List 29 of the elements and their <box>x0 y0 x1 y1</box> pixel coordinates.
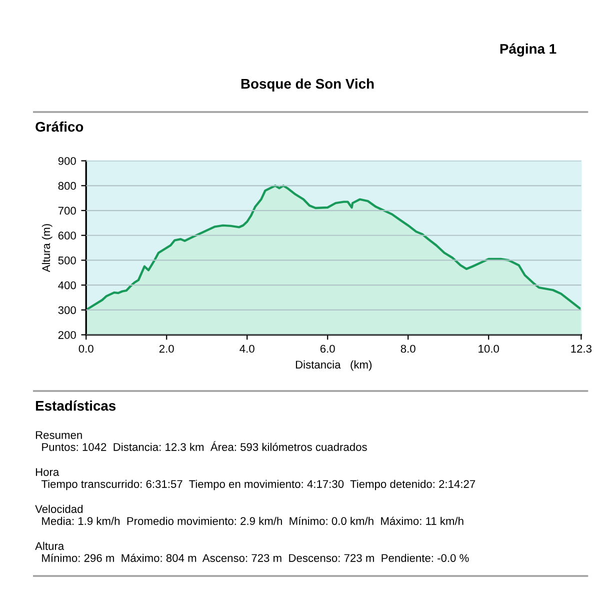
y-tick-label: 300 <box>58 306 76 314</box>
x-tick-label: 2.0 <box>159 344 174 353</box>
x-tick-label: 0.0 <box>78 344 94 353</box>
x-tick-label: 12.3 <box>571 344 592 353</box>
text: Gráfico <box>36 121 84 132</box>
y-tick-label: 200 <box>58 331 76 339</box>
text: Estadísticas <box>36 400 116 411</box>
text: Velocidad <box>35 504 83 513</box>
x-tick-label: 6.0 <box>320 344 335 353</box>
text: Resumen <box>36 431 82 439</box>
y-tick-label: 700 <box>58 206 76 215</box>
chart-title: Bosque de Son Vich <box>241 78 374 92</box>
text: Página 1 <box>500 43 556 57</box>
text: Puntos: 1042 Distancia: 12.3 km Área: 593 kilómetros cuadrados <box>42 441 367 451</box>
y-tick-label: 400 <box>58 281 76 290</box>
x-tick-label: 4.0 <box>240 344 254 353</box>
text: Altura <box>35 542 64 550</box>
text: Mínimo: 296 m Máximo: 804 m Ascenso: 723 m Descenso: 723 m Pendiente: -0.0 % <box>42 554 469 562</box>
y-tick-label: 500 <box>58 256 76 264</box>
y-axis-title: Altura (m) <box>42 224 52 272</box>
y-tick-label: 800 <box>58 182 76 190</box>
x-axis-title: Distancia (km) <box>296 360 372 371</box>
y-tick-label: 600 <box>58 232 76 240</box>
text: Tiempo transcurrido: 6:31:57 Tiempo en movimiento: 4:17:30 Tiempo detenido: 2:14:27 <box>41 480 476 490</box>
x-tick-label: 8.0 <box>400 344 416 353</box>
x-tick-label: 10.0 <box>478 344 499 353</box>
y-tick-label: 900 <box>58 157 76 165</box>
text: Media: 1.9 km/h Promedio movimiento: 2.9 km/h Mínimo: 0.0 km/h Máximo: 11 km/h <box>42 516 464 525</box>
text: Hora <box>36 468 60 476</box>
